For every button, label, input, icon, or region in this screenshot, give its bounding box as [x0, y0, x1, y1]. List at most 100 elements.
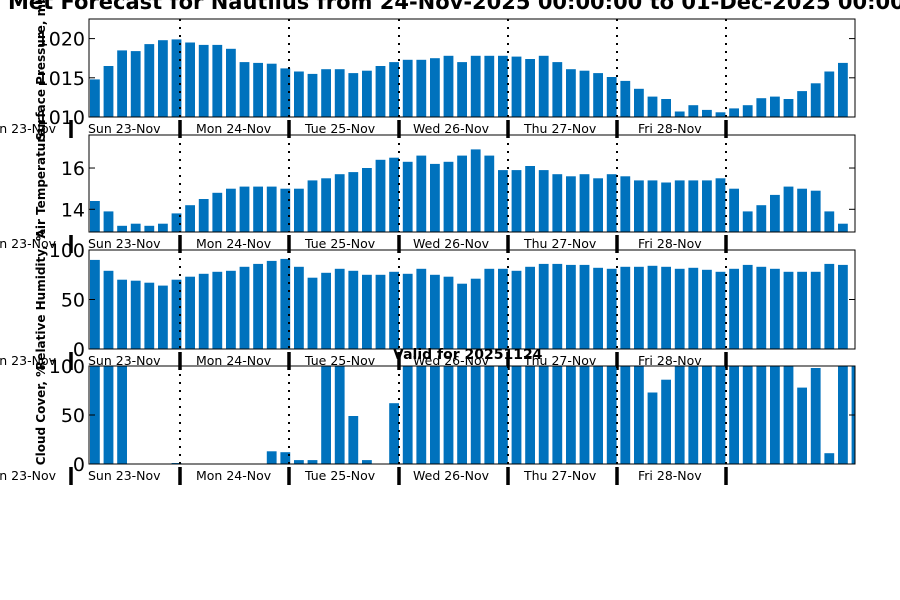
bar — [321, 178, 331, 232]
bar — [606, 77, 617, 117]
bar — [280, 68, 291, 117]
bar — [538, 263, 549, 349]
bar — [702, 109, 712, 117]
bar — [606, 268, 617, 349]
bar — [579, 366, 590, 464]
day-label: Thu 27-Nov — [523, 121, 597, 136]
y-tick-label: 50 — [61, 405, 85, 427]
bar — [103, 211, 114, 232]
bar — [661, 266, 671, 349]
bar — [103, 366, 114, 464]
bar — [457, 366, 467, 464]
day-label: Mon 24-Nov — [196, 236, 272, 251]
bar — [130, 223, 141, 232]
y-tick-label: 14 — [61, 199, 85, 221]
bar — [117, 279, 127, 349]
bar — [566, 176, 576, 232]
bar — [484, 155, 495, 232]
bar — [239, 186, 250, 232]
bar — [552, 62, 563, 117]
bar — [253, 62, 263, 117]
bar — [498, 268, 508, 349]
bar — [362, 70, 372, 117]
bar — [593, 178, 603, 232]
day-label: Wed 26-Nov — [413, 236, 490, 251]
day-label-cut: n 23-Nov — [0, 468, 57, 483]
bar — [770, 194, 780, 232]
bar — [185, 205, 195, 232]
y-tick-label: 1015 — [37, 68, 85, 90]
bar — [674, 180, 685, 232]
bar — [185, 42, 195, 117]
day-label: Fri 28-Nov — [638, 121, 702, 136]
bar — [307, 180, 318, 232]
bar — [552, 263, 563, 349]
bar — [266, 186, 277, 232]
bar — [606, 366, 617, 464]
bar — [348, 73, 359, 117]
day-label: Tue 25-Nov — [304, 353, 376, 368]
bar — [824, 453, 835, 464]
bar — [321, 69, 331, 117]
day-label: Fri 28-Nov — [638, 353, 702, 368]
bar — [416, 59, 427, 117]
bar — [416, 366, 427, 464]
bar — [647, 180, 658, 232]
bar — [226, 270, 236, 349]
bar — [375, 274, 386, 349]
day-label: Thu 27-Nov — [523, 353, 597, 368]
bar — [661, 182, 671, 232]
day-label: Wed 26-Nov — [413, 468, 490, 483]
y-tick-label: 50 — [61, 290, 85, 312]
bar — [348, 270, 359, 349]
bar — [729, 366, 739, 464]
bar — [634, 366, 644, 464]
bar — [389, 271, 399, 349]
bar — [158, 223, 168, 232]
day-label: Thu 27-Nov — [523, 236, 597, 251]
day-label: Tue 25-Nov — [304, 121, 376, 136]
bar — [321, 272, 331, 349]
y-axis-label: Relative Humidity, % — [34, 229, 48, 370]
bar — [620, 80, 631, 117]
bar — [348, 416, 359, 464]
day-label: Wed 26-Nov — [413, 353, 490, 368]
bar — [566, 264, 576, 349]
bar — [634, 266, 644, 349]
bar — [783, 186, 794, 232]
bar — [103, 270, 114, 349]
bar — [674, 268, 685, 349]
bar — [715, 178, 726, 232]
bar — [729, 188, 739, 232]
bar — [416, 268, 427, 349]
bar — [430, 366, 440, 464]
bar — [525, 59, 535, 117]
bar — [647, 392, 658, 464]
bar — [715, 112, 726, 117]
bar — [90, 201, 100, 232]
day-label-cut: n 23-Nov — [0, 121, 57, 136]
day-label: Fri 28-Nov — [638, 236, 702, 251]
bar — [266, 451, 277, 464]
y-axis-label: Air Temperature — [34, 129, 48, 239]
bar — [620, 366, 631, 464]
day-label: Tue 25-Nov — [304, 468, 376, 483]
bar — [593, 267, 603, 349]
bar — [525, 266, 535, 349]
bar — [239, 266, 250, 349]
day-label-cut: n 23-Nov — [0, 236, 57, 251]
bar — [593, 366, 603, 464]
bar — [525, 366, 535, 464]
day-label: Wed 26-Nov — [413, 121, 490, 136]
bar — [307, 277, 318, 349]
axes-frame — [88, 18, 856, 118]
bar — [212, 44, 223, 117]
bar — [144, 225, 155, 232]
bar — [824, 211, 835, 232]
bar — [117, 225, 127, 232]
bar — [511, 56, 522, 117]
bar — [770, 366, 780, 464]
bar — [334, 174, 345, 232]
bar — [498, 366, 508, 464]
